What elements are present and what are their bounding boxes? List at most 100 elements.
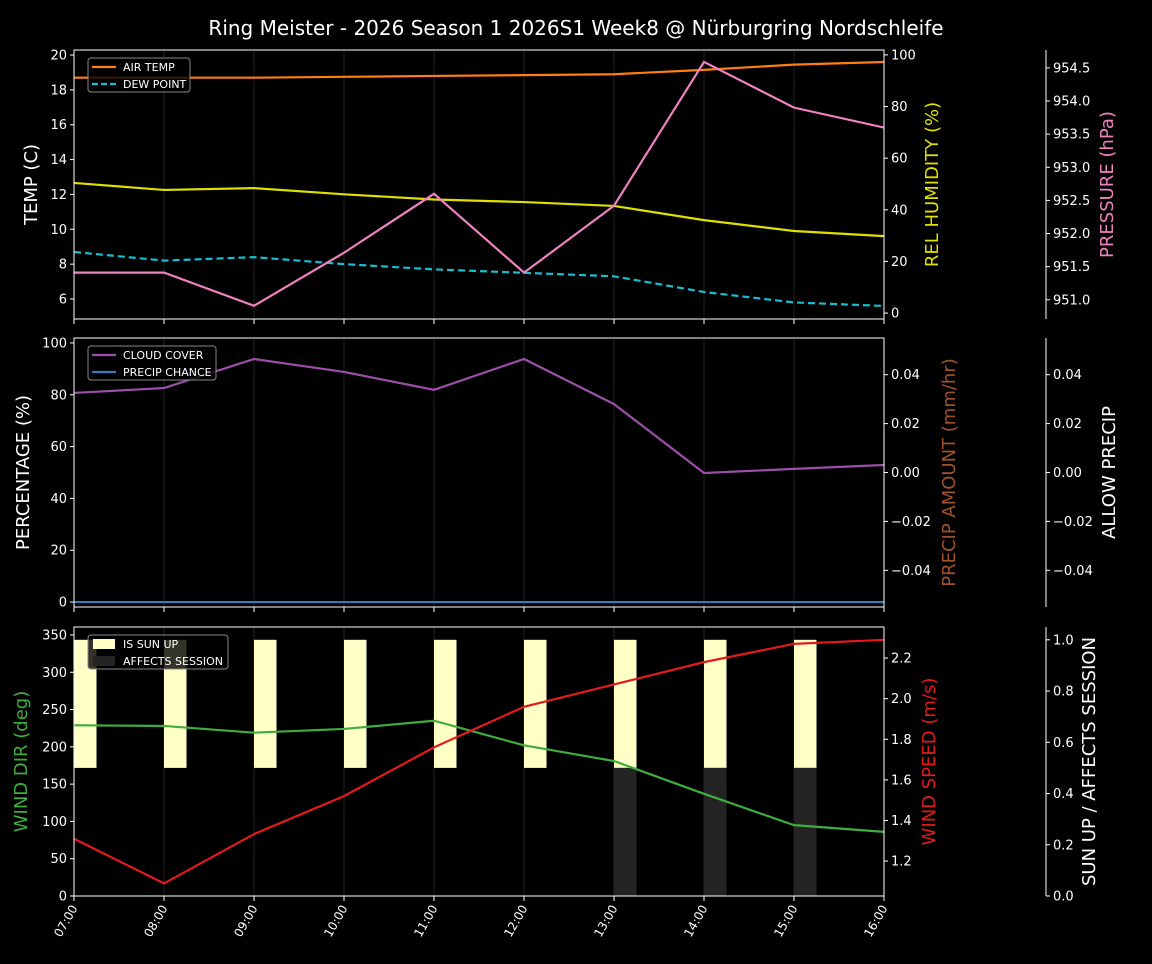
far-tick-label: 0.6 <box>1053 736 1074 751</box>
left-tick-label: 0 <box>59 890 67 905</box>
series-line-dew-point <box>73 250 885 308</box>
far-axis-label: SUN UP / AFFECTS SESSION <box>1079 637 1100 886</box>
series-line-3-1 <box>73 719 885 833</box>
right-tick-label: 2.2 <box>891 652 912 667</box>
x-tick-label: 08:00 <box>141 903 170 940</box>
chart-title: Ring Meister - 2026 Season 1 2026S1 Week… <box>208 16 943 40</box>
left-tick-label: 14 <box>50 153 67 168</box>
left-tick-label: 100 <box>42 336 67 351</box>
x-tick-label: 09:00 <box>231 903 260 940</box>
left-tick-label: 20 <box>50 544 67 559</box>
legend-label: DEW POINT <box>123 78 187 91</box>
right-tick-label: −0.04 <box>891 564 931 579</box>
bar-affects-session <box>794 767 817 896</box>
x-tick-label: 07:00 <box>51 903 80 940</box>
far-tick-label: 1.0 <box>1053 633 1074 648</box>
left-tick-label: 40 <box>50 492 67 507</box>
x-tick-label: 12:00 <box>501 903 530 940</box>
bar-is-sun-up <box>704 639 727 768</box>
right-axis-label: REL HUMIDITY (%) <box>922 102 943 267</box>
left-tick-label: 8 <box>59 258 67 273</box>
far-tick-label: 0.0 <box>1053 890 1074 905</box>
bar-is-sun-up <box>254 639 277 768</box>
bar-affects-session <box>614 767 637 896</box>
bar-affects-session <box>704 767 727 896</box>
right-tick-label: 0.04 <box>891 368 920 383</box>
right-tick-label: 2.0 <box>891 692 912 707</box>
far-tick-label: 954.5 <box>1053 61 1090 76</box>
left-tick-label: 18 <box>50 83 67 98</box>
right-tick-label: 100 <box>891 48 916 63</box>
far-tick-label: 0.4 <box>1053 787 1074 802</box>
panel-1: 6 8 10 12 14 16 18 20 TEMP (C) 0 20 40 60 80 100 REL HU… <box>21 48 1118 324</box>
legend-swatch <box>93 639 115 649</box>
x-tick-label: 13:00 <box>591 903 620 940</box>
far-tick-label: −0.02 <box>1053 515 1093 530</box>
far-tick-label: −0.04 <box>1053 564 1093 579</box>
x-tick-label: 16:00 <box>861 903 890 940</box>
right-tick-label: 20 <box>891 255 908 270</box>
legend: IS SUN UP AFFECTS SESSION <box>87 634 229 670</box>
left-tick-label: 50 <box>50 852 67 867</box>
right-tick-label: 80 <box>891 100 908 115</box>
legend-box <box>87 345 217 381</box>
left-tick-label: 12 <box>50 188 67 203</box>
legend-box <box>87 634 229 670</box>
far-tick-label: 952.5 <box>1053 194 1090 209</box>
legend: AIR TEMP DEW POINT <box>87 57 191 93</box>
legend-label: AIR TEMP <box>123 61 175 74</box>
legend-label: IS SUN UP <box>123 638 179 651</box>
x-tick-label: 15:00 <box>771 903 800 940</box>
far-tick-label: 951.5 <box>1053 260 1090 275</box>
left-tick-label: 6 <box>59 292 67 307</box>
series-line-air-temp <box>74 60 885 79</box>
left-tick-label: 10 <box>50 223 67 238</box>
right-tick-label: 1.4 <box>891 814 912 829</box>
right-tick-label: 0.02 <box>891 417 920 432</box>
left-tick-label: 200 <box>42 740 67 755</box>
far-tick-label: 0.00 <box>1053 466 1082 481</box>
left-axis-label: PERCENTAGE (%) <box>13 395 34 550</box>
right-tick-label: 1.2 <box>891 855 912 870</box>
left-tick-label: 150 <box>42 778 67 793</box>
right-tick-label: 1.6 <box>891 773 912 788</box>
bar-is-sun-up <box>794 639 817 768</box>
x-tick-label: 11:00 <box>411 903 440 940</box>
right-tick-label: 0.00 <box>891 466 920 481</box>
legend: CLOUD COVER PRECIP CHANCE <box>87 345 217 381</box>
right-tick-label: 0 <box>891 307 899 322</box>
right-tick-label: 40 <box>891 203 908 218</box>
right-tick-label: 1.8 <box>891 733 912 748</box>
left-axis-label: TEMP (C) <box>21 144 42 226</box>
panel-2: 0 20 40 60 80 100 PERCENTAGE (%) −0.04 −0.02 0.00… <box>13 336 1120 612</box>
plot-frame <box>73 49 885 320</box>
far-tick-label: 954.0 <box>1053 95 1090 110</box>
far-tick-label: 951.0 <box>1053 293 1090 308</box>
x-tick-label: 10:00 <box>321 903 350 940</box>
x-tick-label: 14:00 <box>681 903 710 940</box>
plot-frame <box>73 626 885 897</box>
legend-swatch <box>93 656 115 666</box>
left-tick-label: 250 <box>42 703 67 718</box>
panel-3: 0 50 100 150 200 250 300 350 WIND DIR (deg) 1.2 1.… <box>11 626 1100 940</box>
left-tick-label: 20 <box>50 49 67 64</box>
right-axis-label: PRECIP AMOUNT (mm/hr) <box>939 358 960 587</box>
far-axis-label: PRESSURE (hPa) <box>1097 111 1118 258</box>
right-axis-label: WIND SPEED (m/s) <box>919 678 940 846</box>
left-tick-label: 0 <box>59 596 67 611</box>
left-axis-label: WIND DIR (deg) <box>11 691 32 833</box>
far-tick-label: 0.2 <box>1053 838 1074 853</box>
right-tick-label: −0.02 <box>891 515 931 530</box>
legend-label: AFFECTS SESSION <box>123 655 223 668</box>
bar-is-sun-up <box>74 639 97 768</box>
legend-label: CLOUD COVER <box>123 349 204 362</box>
left-tick-label: 300 <box>42 666 67 681</box>
left-tick-label: 80 <box>50 388 67 403</box>
bar-is-sun-up <box>344 639 367 768</box>
series-line-3-2 <box>73 638 885 885</box>
bar-is-sun-up <box>614 639 637 768</box>
left-tick-label: 100 <box>42 815 67 830</box>
bar-is-sun-up <box>164 639 187 768</box>
far-tick-label: 0.02 <box>1053 417 1082 432</box>
